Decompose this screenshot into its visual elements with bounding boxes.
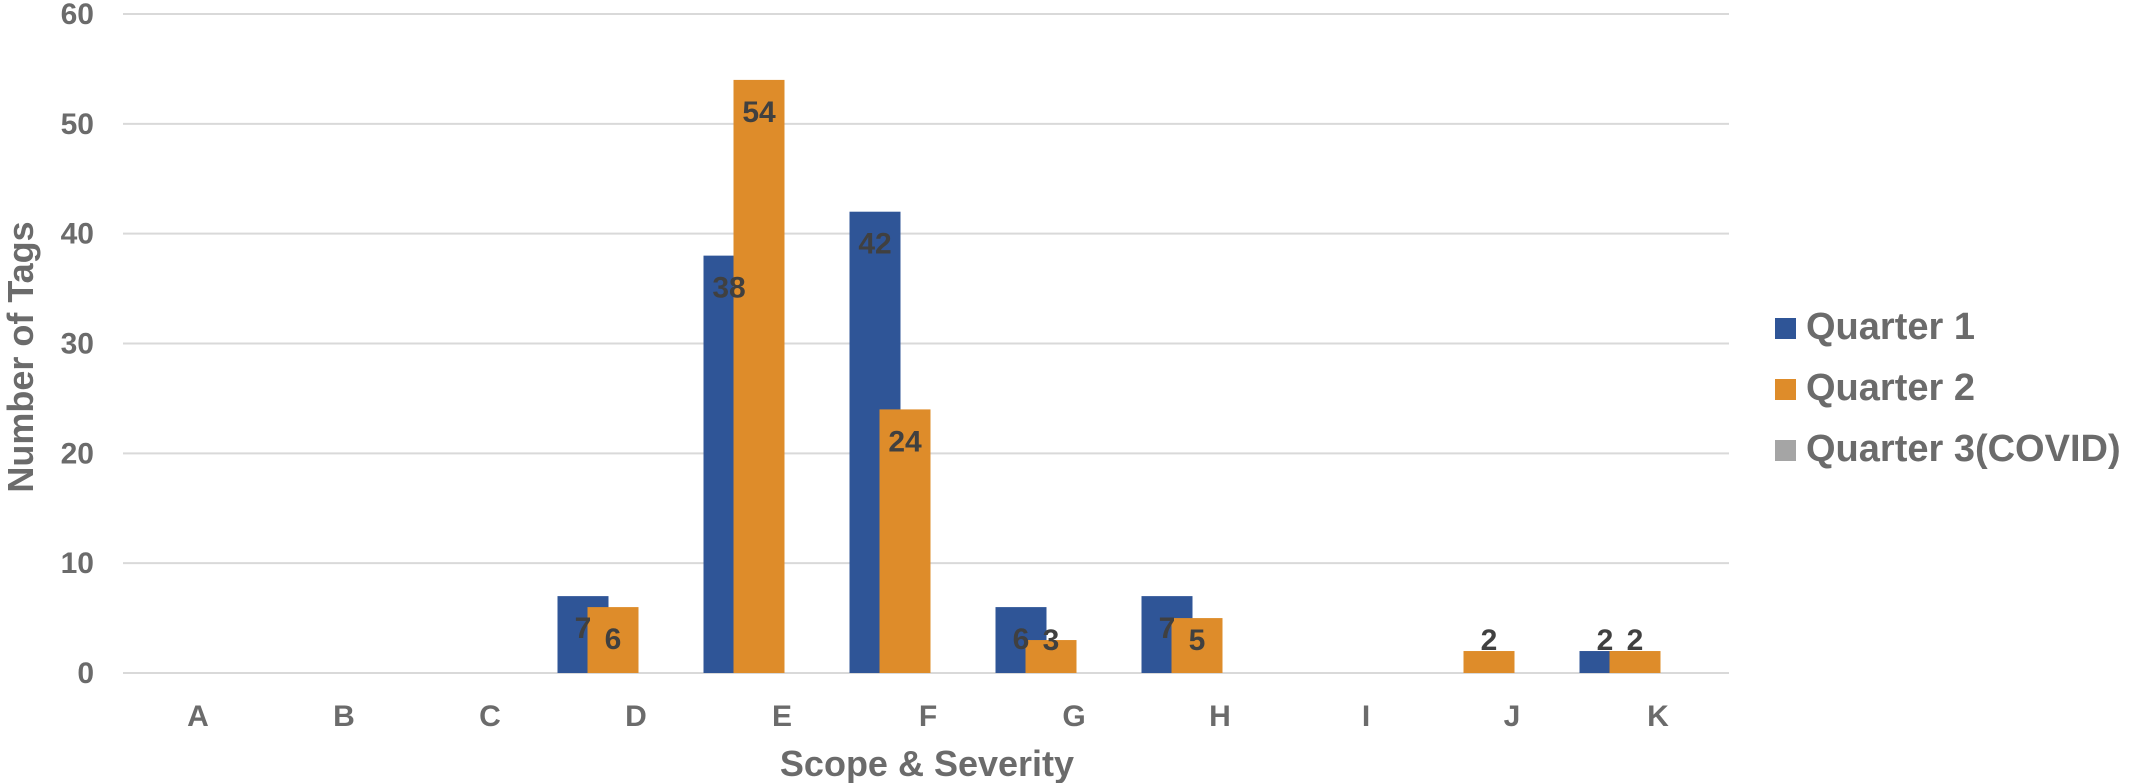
x-tick-label: I [1362, 700, 1370, 733]
bars [557, 79, 1661, 673]
y-axis-ticks: 0 10 20 30 40 50 60 [61, 0, 94, 690]
data-label: 6 [1013, 623, 1030, 656]
x-tick-label: K [1647, 700, 1669, 733]
y-tick-label: 10 [61, 547, 94, 580]
bar [1463, 651, 1515, 673]
data-label: 38 [712, 272, 745, 305]
y-tick-label: 20 [61, 437, 94, 470]
data-label: 2 [1597, 624, 1614, 657]
x-tick-label: B [333, 700, 355, 733]
y-tick-label: 0 [77, 657, 94, 690]
x-tick-label: A [187, 700, 209, 733]
data-label: 3 [1043, 624, 1060, 657]
legend: Quarter 1 Quarter 2 Quarter 3(COVID) [1775, 306, 2121, 470]
y-tick-label: 50 [61, 108, 94, 141]
data-label: 54 [742, 96, 776, 129]
legend-label: Quarter 3(COVID) [1806, 428, 2121, 470]
y-tick-label: 60 [61, 0, 94, 31]
data-label: 6 [605, 623, 622, 656]
legend-swatch [1775, 440, 1796, 461]
legend-label: Quarter 2 [1806, 367, 1975, 409]
data-label: 7 [575, 612, 592, 645]
x-tick-label: J [1504, 700, 1521, 733]
x-tick-label: F [919, 700, 937, 733]
x-tick-label: G [1062, 700, 1085, 733]
data-label: 2 [1481, 624, 1498, 657]
x-axis-title: Scope & Severity [780, 743, 1074, 783]
data-label: 5 [1189, 624, 1206, 657]
legend-swatch [1775, 379, 1796, 400]
x-tick-label: D [625, 700, 647, 733]
y-axis-title: Number of Tags [0, 221, 41, 492]
data-label: 42 [858, 228, 891, 261]
y-tick-label: 40 [61, 218, 94, 251]
legend-swatch [1775, 318, 1796, 339]
x-tick-label: C [479, 700, 501, 733]
bar [1025, 640, 1077, 673]
bar [879, 409, 931, 673]
data-label: 7 [1159, 612, 1176, 645]
x-tick-label: E [772, 700, 792, 733]
y-tick-label: 30 [61, 328, 94, 361]
x-axis-ticks: A B C D E F G H I J K [187, 700, 1669, 733]
bar [733, 79, 785, 673]
data-label: 2 [1627, 624, 1644, 657]
data-label: 24 [888, 425, 922, 458]
bar [1609, 651, 1661, 673]
bar [587, 607, 639, 673]
legend-label: Quarter 1 [1806, 306, 1975, 348]
x-tick-label: H [1209, 700, 1231, 733]
bar [1171, 618, 1223, 673]
